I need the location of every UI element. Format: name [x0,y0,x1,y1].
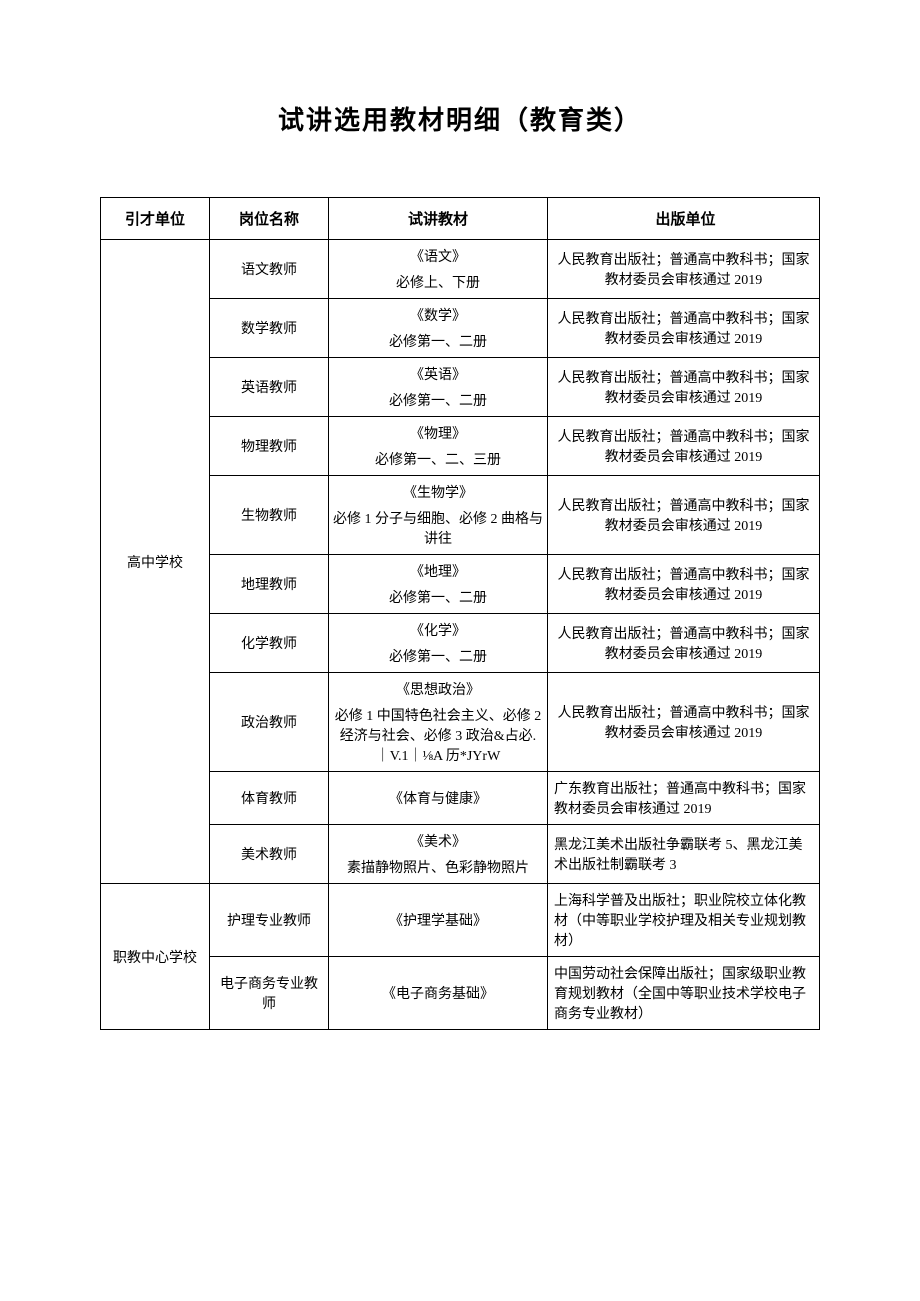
material-sub: 必修第一、二、三册 [333,449,543,469]
material-title: 《地理》 [333,561,543,581]
material-title: 《语文》 [333,246,543,266]
material-cell: 《地理》 必修第一、二册 [329,555,548,614]
materials-table: 引才单位 岗位名称 试讲教材 出版单位 高中学校 语文教师 《语文》 必修上、下… [100,197,820,1030]
material-cell: 《语文》 必修上、下册 [329,240,548,299]
material-cell: 《化学》 必修第一、二册 [329,614,548,673]
material-sub: 必修第一、二册 [333,587,543,607]
publisher-cell: 人民教育出版社；普通高中教科书；国家教材委员会审核通过 2019 [548,299,820,358]
position-cell: 数学教师 [210,299,329,358]
position-cell: 语文教师 [210,240,329,299]
publisher-cell: 上海科学普及出版社；职业院校立体化教材（中等职业学校护理及相关专业规划教材） [548,884,820,957]
header-material: 试讲教材 [329,198,548,240]
material-cell: 《电子商务基础》 [329,957,548,1030]
material-title: 《数学》 [333,305,543,325]
material-cell: 《体育与健康》 [329,772,548,825]
unit-highschool: 高中学校 [101,240,210,884]
position-cell: 政治教师 [210,673,329,772]
material-title: 《思想政治》 [333,679,543,699]
position-cell: 美术教师 [210,825,329,884]
header-row: 引才单位 岗位名称 试讲教材 出版单位 [101,198,820,240]
material-sub: 必修上、下册 [333,272,543,292]
position-cell: 护理专业教师 [210,884,329,957]
material-cell: 《英语》 必修第一、二册 [329,358,548,417]
header-position: 岗位名称 [210,198,329,240]
unit-vocational: 职教中心学校 [101,884,210,1030]
publisher-cell: 人民教育出版社；普通高中教科书；国家教材委员会审核通过 2019 [548,240,820,299]
material-cell: 《美术》 素描静物照片、色彩静物照片 [329,825,548,884]
material-cell: 《护理学基础》 [329,884,548,957]
table-row: 职教中心学校 护理专业教师 《护理学基础》 上海科学普及出版社；职业院校立体化教… [101,884,820,957]
publisher-cell: 广东教育出版社；普通高中教科书；国家教材委员会审核通过 2019 [548,772,820,825]
publisher-cell: 黑龙江美术出版社争霸联考 5、黑龙江美术出版社制霸联考 3 [548,825,820,884]
material-title: 《美术》 [333,831,543,851]
material-sub: 必修第一、二册 [333,646,543,666]
position-cell: 体育教师 [210,772,329,825]
material-sub: 必修第一、二册 [333,331,543,351]
publisher-cell: 人民教育出版社；普通高中教科书；国家教材委员会审核通过 2019 [548,614,820,673]
position-cell: 地理教师 [210,555,329,614]
material-sub: 必修第一、二册 [333,390,543,410]
material-cell: 《思想政治》 必修 1 中国特色社会主义、必修 2 经济与社会、必修 3 政治&… [329,673,548,772]
position-cell: 化学教师 [210,614,329,673]
publisher-cell: 人民教育出版社；普通高中教科书；国家教材委员会审核通过 2019 [548,555,820,614]
material-cell: 《物理》 必修第一、二、三册 [329,417,548,476]
material-title: 《物理》 [333,423,543,443]
publisher-cell: 人民教育出版社；普通高中教科书；国家教材委员会审核通过 2019 [548,673,820,772]
position-cell: 生物教师 [210,476,329,555]
position-cell: 电子商务专业教师 [210,957,329,1030]
material-title: 《化学》 [333,620,543,640]
material-title: 《英语》 [333,364,543,384]
publisher-cell: 人民教育出版社；普通高中教科书；国家教材委员会审核通过 2019 [548,476,820,555]
page-title: 试讲选用教材明细（教育类） [100,100,820,137]
material-cell: 《数学》 必修第一、二册 [329,299,548,358]
material-sub: 素描静物照片、色彩静物照片 [333,857,543,877]
header-unit: 引才单位 [101,198,210,240]
material-sub: 必修 1 中国特色社会主义、必修 2 经济与社会、必修 3 政治&占必.｜V.1… [333,705,543,765]
publisher-cell: 人民教育出版社；普通高中教科书；国家教材委员会审核通过 2019 [548,358,820,417]
publisher-cell: 人民教育出版社；普通高中教科书；国家教材委员会审核通过 2019 [548,417,820,476]
header-publisher: 出版单位 [548,198,820,240]
position-cell: 物理教师 [210,417,329,476]
material-sub: 必修 1 分子与细胞、必修 2 曲格与讲往 [333,508,543,548]
material-cell: 《生物学》 必修 1 分子与细胞、必修 2 曲格与讲往 [329,476,548,555]
position-cell: 英语教师 [210,358,329,417]
publisher-cell: 中国劳动社会保障出版社；国家级职业教育规划教材（全国中等职业技术学校电子商务专业… [548,957,820,1030]
material-title: 《生物学》 [333,482,543,502]
table-row: 高中学校 语文教师 《语文》 必修上、下册 人民教育出版社；普通高中教科书；国家… [101,240,820,299]
